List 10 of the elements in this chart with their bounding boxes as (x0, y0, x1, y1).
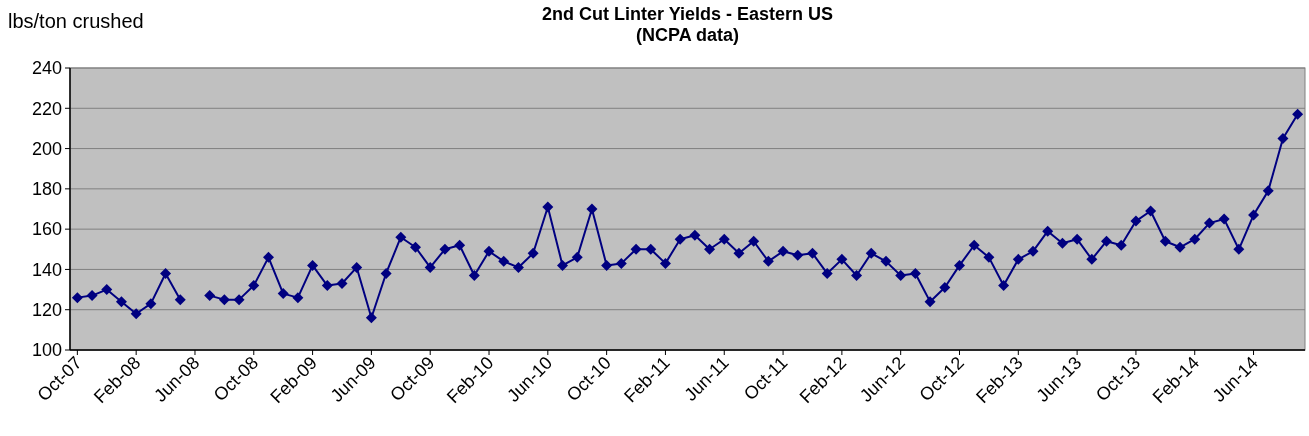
y-tick-label: 180 (31, 179, 62, 200)
y-tick-label: 240 (31, 58, 62, 79)
y-tick-label: 140 (31, 259, 62, 280)
y-tick-label: 160 (31, 219, 62, 240)
y-axis-title: lbs/ton crushed (8, 10, 144, 32)
y-tick-label: 100 (31, 340, 62, 361)
y-tick-label: 200 (31, 138, 62, 159)
y-tick-label: 220 (31, 98, 62, 119)
chart-title: 2nd Cut Linter Yields - Eastern US (NCPA data) (541, 4, 834, 45)
y-tick-label: 120 (31, 300, 62, 321)
